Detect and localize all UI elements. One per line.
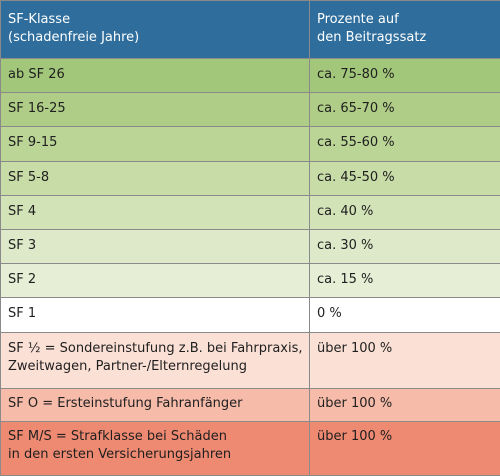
table-row: SF ½ = Sondereinstufung z.B. bei Fahrpra…: [0, 331, 500, 390]
row-percent: ca. 45-50 %: [309, 160, 500, 196]
table-row: ab SF 26 ca. 75-80 %: [0, 57, 500, 94]
row-sf-class: SF 5-8: [0, 160, 310, 196]
row-sf-class: ab SF 26: [0, 57, 310, 94]
header-sf-class: SF-Klasse (schadenfreie Jahre): [0, 0, 310, 59]
row-sf-class: SF 9-15: [0, 126, 310, 162]
row-percent: ca. 30 %: [309, 229, 500, 265]
row-sf-class: SF O = Ersteinstufung Fahranfänger: [0, 388, 310, 423]
row-sf-class-line1: SF ½ = Sondereinstufung z.B. bei Fahrpra…: [8, 340, 303, 356]
row-sf-class: SF 16-25: [0, 92, 310, 128]
header-sf-class-line2: (schadenfreie Jahre): [8, 30, 140, 45]
header-percent-line2: den Beitragssatz: [317, 30, 427, 45]
row-percent: ca. 40 %: [309, 194, 500, 231]
row-percent: ca. 15 %: [309, 263, 500, 299]
table-row: SF 5-8 ca. 45-50 %: [0, 160, 500, 196]
row-sf-class: SF 1: [0, 297, 310, 333]
row-percent: über 100 %: [309, 388, 500, 423]
row-percent: über 100 %: [309, 331, 500, 390]
table-row: SF 9-15 ca. 55-60 %: [0, 126, 500, 162]
row-percent: 0 %: [309, 297, 500, 333]
table-row: SF 16-25 ca. 65-70 %: [0, 92, 500, 128]
table-row: SF 3 ca. 30 %: [0, 229, 500, 265]
table-row: SF 2 ca. 15 %: [0, 263, 500, 299]
row-sf-class: SF ½ = Sondereinstufung z.B. bei Fahrpra…: [0, 331, 310, 390]
header-percent-line1: Prozente auf: [317, 12, 399, 27]
row-sf-class-line1: SF M/S = Strafklasse bei Schäden: [8, 429, 227, 445]
row-sf-class-line2: in den ersten Versicherungsjahren: [8, 447, 232, 463]
table-row: SF 4 ca. 40 %: [0, 194, 500, 231]
row-sf-class-line2: Zweitwagen, Partner-/Elternregelung: [8, 358, 248, 374]
row-sf-class: SF M/S = Strafklasse bei Schäden in den …: [0, 421, 310, 476]
header-percent: Prozente auf den Beitragssatz: [309, 0, 500, 59]
header-sf-class-line1: SF-Klasse: [8, 12, 71, 27]
table-row: SF 1 0 %: [0, 297, 500, 333]
row-sf-class: SF 4: [0, 194, 310, 231]
table-row: SF M/S = Strafklasse bei Schäden in den …: [0, 421, 500, 476]
row-sf-class: SF 3: [0, 229, 310, 265]
table-row: SF O = Ersteinstufung Fahranfänger über …: [0, 388, 500, 423]
table-header-row: SF-Klasse (schadenfreie Jahre) Prozente …: [0, 0, 500, 59]
row-percent: ca. 55-60 %: [309, 126, 500, 162]
row-percent: ca. 65-70 %: [309, 92, 500, 128]
row-percent: über 100 %: [309, 421, 500, 476]
row-percent: ca. 75-80 %: [309, 57, 500, 94]
row-sf-class: SF 2: [0, 263, 310, 299]
